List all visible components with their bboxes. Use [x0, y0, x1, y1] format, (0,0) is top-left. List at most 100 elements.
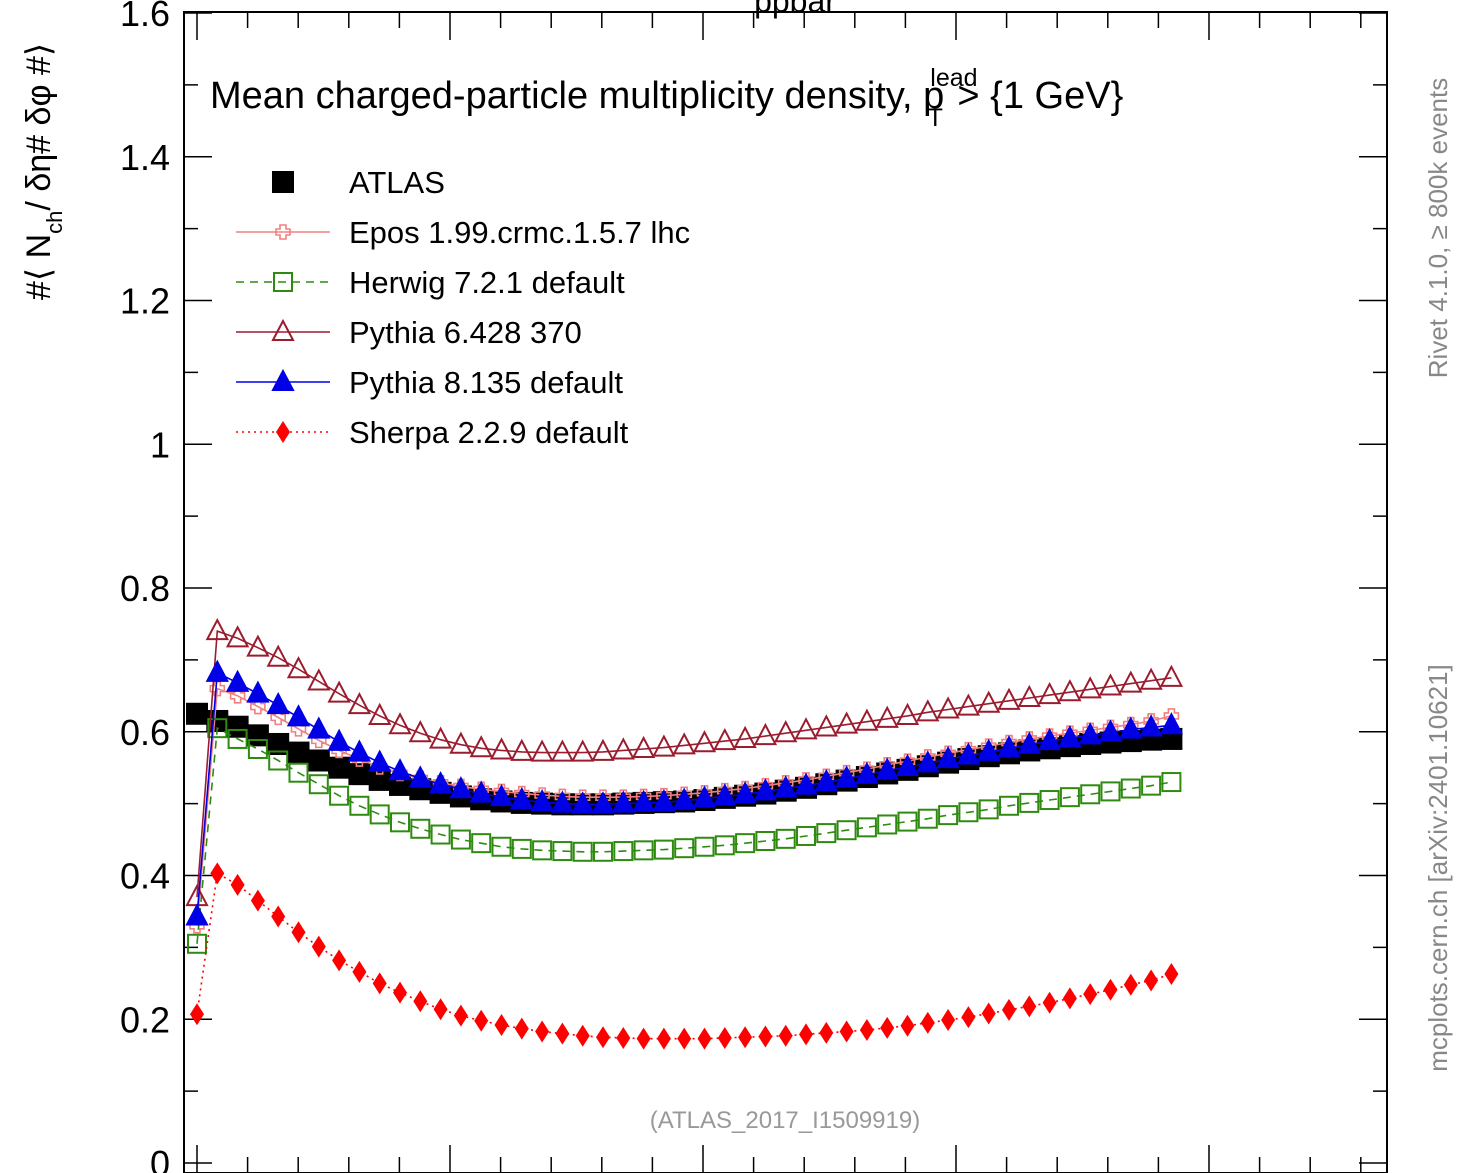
data-point [738, 1026, 753, 1049]
data-point [266, 692, 290, 715]
data-point [900, 1014, 915, 1037]
data-point [246, 634, 270, 657]
data-point [1161, 772, 1182, 793]
data-point [672, 787, 696, 810]
reference-label: (ATLAS_2017_I1509919) [650, 1107, 920, 1134]
data-point [834, 711, 859, 734]
data-point [596, 1026, 610, 1049]
legend-label: Epos 1.99.crmc.1.5.7 lhc [349, 215, 690, 250]
data-point [390, 812, 410, 833]
data-point [227, 728, 248, 749]
data-point [631, 735, 656, 758]
data-point [491, 836, 512, 857]
data-point [393, 981, 407, 1004]
data-point [1022, 995, 1037, 1018]
side-label-top: Rivet 4.1.0, ≥ 800k events [1423, 78, 1453, 378]
data-point [230, 873, 245, 896]
legend-entry: Pythia 6.428 370 [236, 315, 582, 350]
data-point [758, 1025, 773, 1048]
data-point [347, 692, 372, 715]
annotation-sub: T [928, 104, 943, 132]
legend: ATLAS Epos 1.99.crmc.1.5.7 lhc Herwig 7.2.… [236, 165, 690, 450]
data-point [753, 722, 778, 746]
data-point [897, 811, 918, 832]
plot-frame [183, 11, 1388, 1173]
data-point [941, 1008, 956, 1031]
data-point [875, 757, 899, 780]
data-point [591, 738, 615, 761]
data-point [433, 998, 448, 1021]
data-point [225, 625, 250, 648]
data-point [1100, 781, 1121, 802]
data-point [593, 841, 613, 862]
data-point [977, 738, 1001, 761]
data-point [250, 889, 265, 912]
data-point [368, 702, 392, 725]
data-point [514, 1017, 529, 1040]
data-point [917, 808, 938, 829]
legend-marker [275, 224, 291, 240]
data-point [1037, 727, 1062, 751]
data-point [327, 728, 351, 751]
data-point [205, 659, 229, 682]
data-point [633, 840, 654, 861]
data-point [352, 960, 367, 983]
data-point [956, 742, 981, 765]
legend-entry: Epos 1.99.crmc.1.5.7 lhc [236, 215, 690, 250]
side-label-bottom: mcplots.cern.ch [arXiv:2401.10621] [1423, 664, 1453, 1072]
data-point [735, 833, 756, 854]
data-point [329, 785, 350, 806]
data-point [775, 828, 796, 849]
legend-marker [271, 318, 295, 341]
data-point [956, 693, 981, 716]
legend-marker [276, 421, 290, 443]
data-point [816, 823, 837, 844]
data-point [1159, 664, 1184, 687]
data-point [755, 831, 776, 851]
data-point [449, 731, 473, 754]
data-point [713, 783, 737, 806]
y-axis-label-tail: / δη# δφ #⟩ [20, 43, 58, 211]
data-point [753, 778, 778, 801]
data-point [209, 680, 226, 697]
data-point [652, 734, 676, 757]
data-point [877, 814, 898, 835]
y-axis-label-sub: ch [42, 211, 67, 234]
data-point [206, 709, 229, 732]
legend-entry: Pythia 8.135 default [236, 365, 623, 400]
data-point [332, 949, 347, 972]
data-point [291, 921, 306, 944]
data-point [1141, 775, 1162, 796]
data-point [511, 838, 532, 859]
data-point [656, 1027, 671, 1050]
chart-annotation: Mean charged-particle multiplicity densi… [210, 64, 1123, 132]
data-point [530, 789, 554, 812]
data-point [774, 775, 798, 798]
data-point [535, 1020, 550, 1043]
data-point [814, 714, 838, 737]
data-point [895, 753, 920, 776]
data-point [961, 1006, 976, 1029]
data-point [692, 730, 717, 753]
data-point [288, 762, 309, 783]
data-point [368, 768, 391, 791]
data-point [308, 774, 329, 795]
data-point [408, 765, 432, 788]
data-point [489, 737, 514, 760]
data-point [572, 841, 593, 862]
legend-label: Sherpa 2.2.9 default [349, 415, 629, 450]
data-point [916, 750, 940, 773]
series-layer [185, 617, 1184, 1050]
data-point [1123, 973, 1138, 996]
data-point [349, 795, 370, 816]
data-point [1139, 667, 1163, 690]
legend-entry: Herwig 7.2.1 default [236, 265, 625, 300]
data-point [692, 785, 717, 808]
data-point [327, 680, 351, 703]
y-tick-labels: 0 0.2 0.4 0.6 0.8 1 1.2 1.4 1.6 [120, 0, 170, 1173]
data-point [550, 739, 575, 762]
data-point [1017, 731, 1041, 754]
data-point [552, 841, 573, 862]
data-point [1120, 778, 1141, 799]
data-point [611, 737, 635, 760]
